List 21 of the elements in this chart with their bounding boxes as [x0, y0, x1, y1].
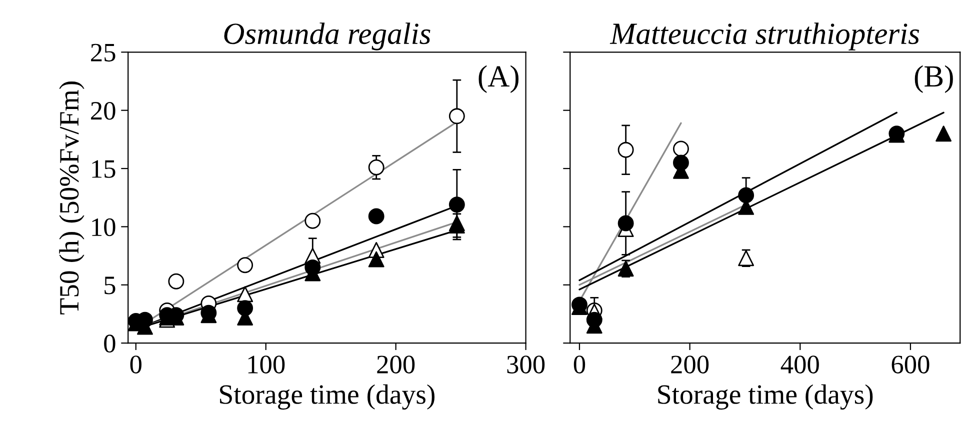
y-axis-title: T50 (h) (50%Fv/Fm) — [59, 82, 84, 314]
x-axis-title: Storage time (days) — [220, 384, 434, 410]
y-tick-label: 15 — [92, 160, 116, 178]
x-tick-label: 200 — [671, 356, 709, 374]
y-tick-label: 25 — [91, 44, 116, 62]
x-tick-label: 300 — [507, 356, 545, 374]
y-tick-label: 20 — [91, 102, 116, 120]
x-tick-label: 600 — [892, 356, 930, 374]
x-tick-label: 0 — [574, 356, 586, 374]
x-tick-label: 100 — [248, 356, 285, 374]
annotation: (A) — [478, 65, 518, 93]
chart-title: Osmunda regalis — [224, 22, 430, 50]
x-tick-label: 200 — [377, 356, 415, 374]
chart-title: Matteuccia struthiopteris — [610, 22, 920, 50]
annotation: (B) — [914, 65, 953, 93]
x-tick-label: 0 — [130, 356, 142, 374]
x-tick-label: 400 — [780, 356, 819, 374]
y-tick-label: 10 — [92, 218, 116, 236]
y-tick-label: 0 — [104, 334, 116, 352]
x-axis-title: Storage time (days) — [658, 384, 873, 410]
y-tick-label: 5 — [104, 276, 116, 294]
